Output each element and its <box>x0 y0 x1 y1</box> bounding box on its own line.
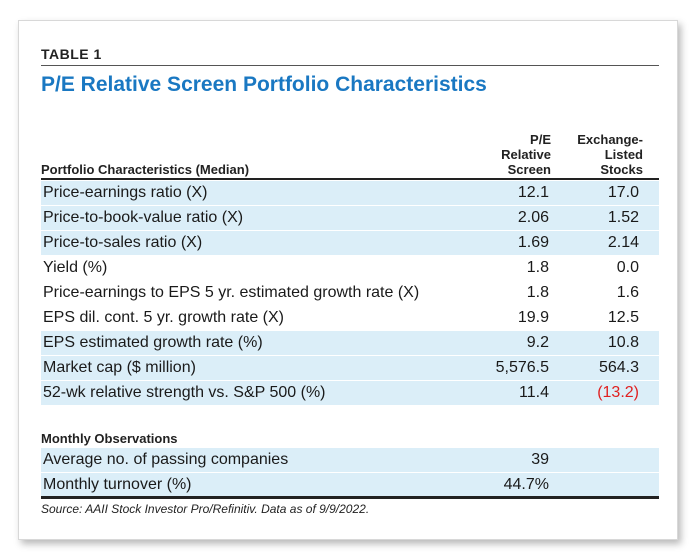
row-label: Price-earnings ratio (X) <box>43 184 208 201</box>
row-value-screen: 1.8 <box>526 259 549 276</box>
table-row: EPS dil. cont. 5 yr. growth rate (X) 19.… <box>41 306 659 331</box>
column-header-exchange-listed-line1: Exchange- <box>577 132 643 147</box>
row-value-exchange: 17.0 <box>607 184 639 201</box>
column-header-pe-relative-line1: P/E <box>530 132 551 147</box>
column-header-pe-relative-line3: Screen <box>507 162 551 177</box>
table-card: TABLE 1 P/E Relative Screen Portfolio Ch… <box>18 20 678 540</box>
table-label: TABLE 1 <box>41 46 102 62</box>
table-row: 52-wk relative strength vs. S&P 500 (%) … <box>41 381 659 406</box>
row-label: Monthly turnover (%) <box>43 476 192 493</box>
row-value-exchange: 2.14 <box>607 234 639 251</box>
row-label: Average no. of passing companies <box>43 451 289 468</box>
table-bottom-divider <box>41 496 659 499</box>
table-row: Market cap ($ million) 5,576.5 564.3 <box>41 356 659 381</box>
row-value-screen: 9.2 <box>526 334 549 351</box>
column-header-row: Portfolio Characteristics (Median) P/E R… <box>41 132 659 179</box>
source-note: Source: AAII Stock Investor Pro/Refiniti… <box>41 502 370 516</box>
table-row: Price-to-book-value ratio (X) 2.06 1.52 <box>41 206 659 231</box>
row-label: 52-wk relative strength vs. S&P 500 (%) <box>43 384 326 401</box>
row-value-screen: 1.69 <box>517 234 549 251</box>
row-value-screen: 5,576.5 <box>495 359 549 376</box>
row-value-screen: 12.1 <box>517 184 549 201</box>
title-divider <box>41 65 659 66</box>
table-row: EPS estimated growth rate (%) 9.2 10.8 <box>41 331 659 356</box>
column-header-exchange-listed: Exchange- Listed Stocks <box>553 132 643 177</box>
row-label: EPS dil. cont. 5 yr. growth rate (X) <box>43 309 284 326</box>
row-label: Price-to-sales ratio (X) <box>43 234 203 251</box>
row-label: Price-to-book-value ratio (X) <box>43 209 244 226</box>
row-label: Price-earnings to EPS 5 yr. estimated gr… <box>43 284 420 301</box>
characteristics-table: Price-earnings ratio (X) 12.1 17.0 Price… <box>41 181 659 406</box>
table-row: Yield (%) 1.8 0.0 <box>41 256 659 281</box>
row-value-exchange: 1.52 <box>607 209 639 226</box>
row-value-screen: 44.7% <box>503 476 549 493</box>
row-value-screen: 1.8 <box>526 284 549 301</box>
column-header-characteristics: Portfolio Characteristics (Median) <box>41 162 250 177</box>
row-value-screen: 2.06 <box>517 209 549 226</box>
table-row: Price-earnings to EPS 5 yr. estimated gr… <box>41 281 659 306</box>
row-label: EPS estimated growth rate (%) <box>43 334 263 351</box>
column-header-pe-relative: P/E Relative Screen <box>471 132 551 177</box>
row-value-exchange: 564.3 <box>598 359 639 376</box>
monthly-observations-table: Average no. of passing companies 39 Mont… <box>41 448 659 498</box>
table-row: Average no. of passing companies 39 <box>41 448 659 473</box>
column-header-exchange-listed-line3: Stocks <box>600 162 643 177</box>
row-value-screen: 19.9 <box>517 309 549 326</box>
table-title: P/E Relative Screen Portfolio Characteri… <box>41 73 487 96</box>
row-value-screen: 11.4 <box>519 384 549 401</box>
row-label: Yield (%) <box>43 259 108 276</box>
row-value-exchange: 0.0 <box>616 259 639 276</box>
column-header-exchange-listed-line2: Listed <box>604 147 643 162</box>
row-value-exchange: 12.5 <box>607 309 639 326</box>
row-value-exchange: 1.6 <box>616 284 639 301</box>
table-row: Monthly turnover (%) 44.7% <box>41 473 659 498</box>
monthly-observations-heading: Monthly Observations <box>41 431 178 446</box>
row-value-screen: 39 <box>531 451 549 468</box>
table-row: Price-to-sales ratio (X) 1.69 2.14 <box>41 231 659 256</box>
header-divider <box>41 178 659 180</box>
table-row: Price-earnings ratio (X) 12.1 17.0 <box>41 181 659 206</box>
column-header-pe-relative-line2: Relative <box>501 147 551 162</box>
row-value-exchange: 10.8 <box>607 334 639 351</box>
row-value-exchange: (13.2) <box>597 384 639 401</box>
row-label: Market cap ($ million) <box>43 359 196 376</box>
